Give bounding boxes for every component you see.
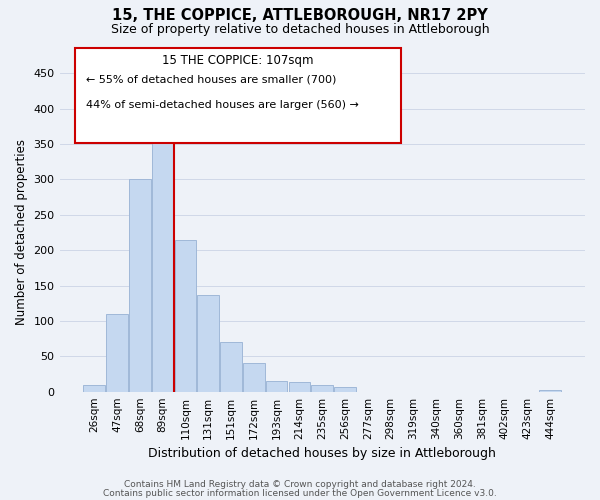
Bar [266, 381, 287, 392]
FancyBboxPatch shape [76, 48, 401, 144]
Bar [83, 386, 105, 392]
Bar [289, 382, 310, 392]
Text: ← 55% of detached houses are smaller (700): ← 55% of detached houses are smaller (70… [86, 75, 336, 85]
Bar [152, 137, 173, 392]
Bar [311, 384, 333, 392]
Bar [220, 342, 242, 392]
Bar [175, 240, 196, 392]
Bar [129, 180, 151, 392]
Bar [243, 364, 265, 392]
Bar [197, 295, 219, 392]
Bar [334, 388, 356, 392]
Bar [539, 390, 561, 392]
Text: Size of property relative to detached houses in Attleborough: Size of property relative to detached ho… [110, 22, 490, 36]
Text: 44% of semi-detached houses are larger (560) →: 44% of semi-detached houses are larger (… [86, 100, 359, 110]
Text: Contains public sector information licensed under the Open Government Licence v3: Contains public sector information licen… [103, 488, 497, 498]
X-axis label: Distribution of detached houses by size in Attleborough: Distribution of detached houses by size … [148, 447, 496, 460]
Text: 15, THE COPPICE, ATTLEBOROUGH, NR17 2PY: 15, THE COPPICE, ATTLEBOROUGH, NR17 2PY [112, 8, 488, 22]
Y-axis label: Number of detached properties: Number of detached properties [15, 140, 28, 326]
Text: Contains HM Land Registry data © Crown copyright and database right 2024.: Contains HM Land Registry data © Crown c… [124, 480, 476, 489]
Text: 15 THE COPPICE: 107sqm: 15 THE COPPICE: 107sqm [163, 54, 314, 67]
Bar [106, 314, 128, 392]
